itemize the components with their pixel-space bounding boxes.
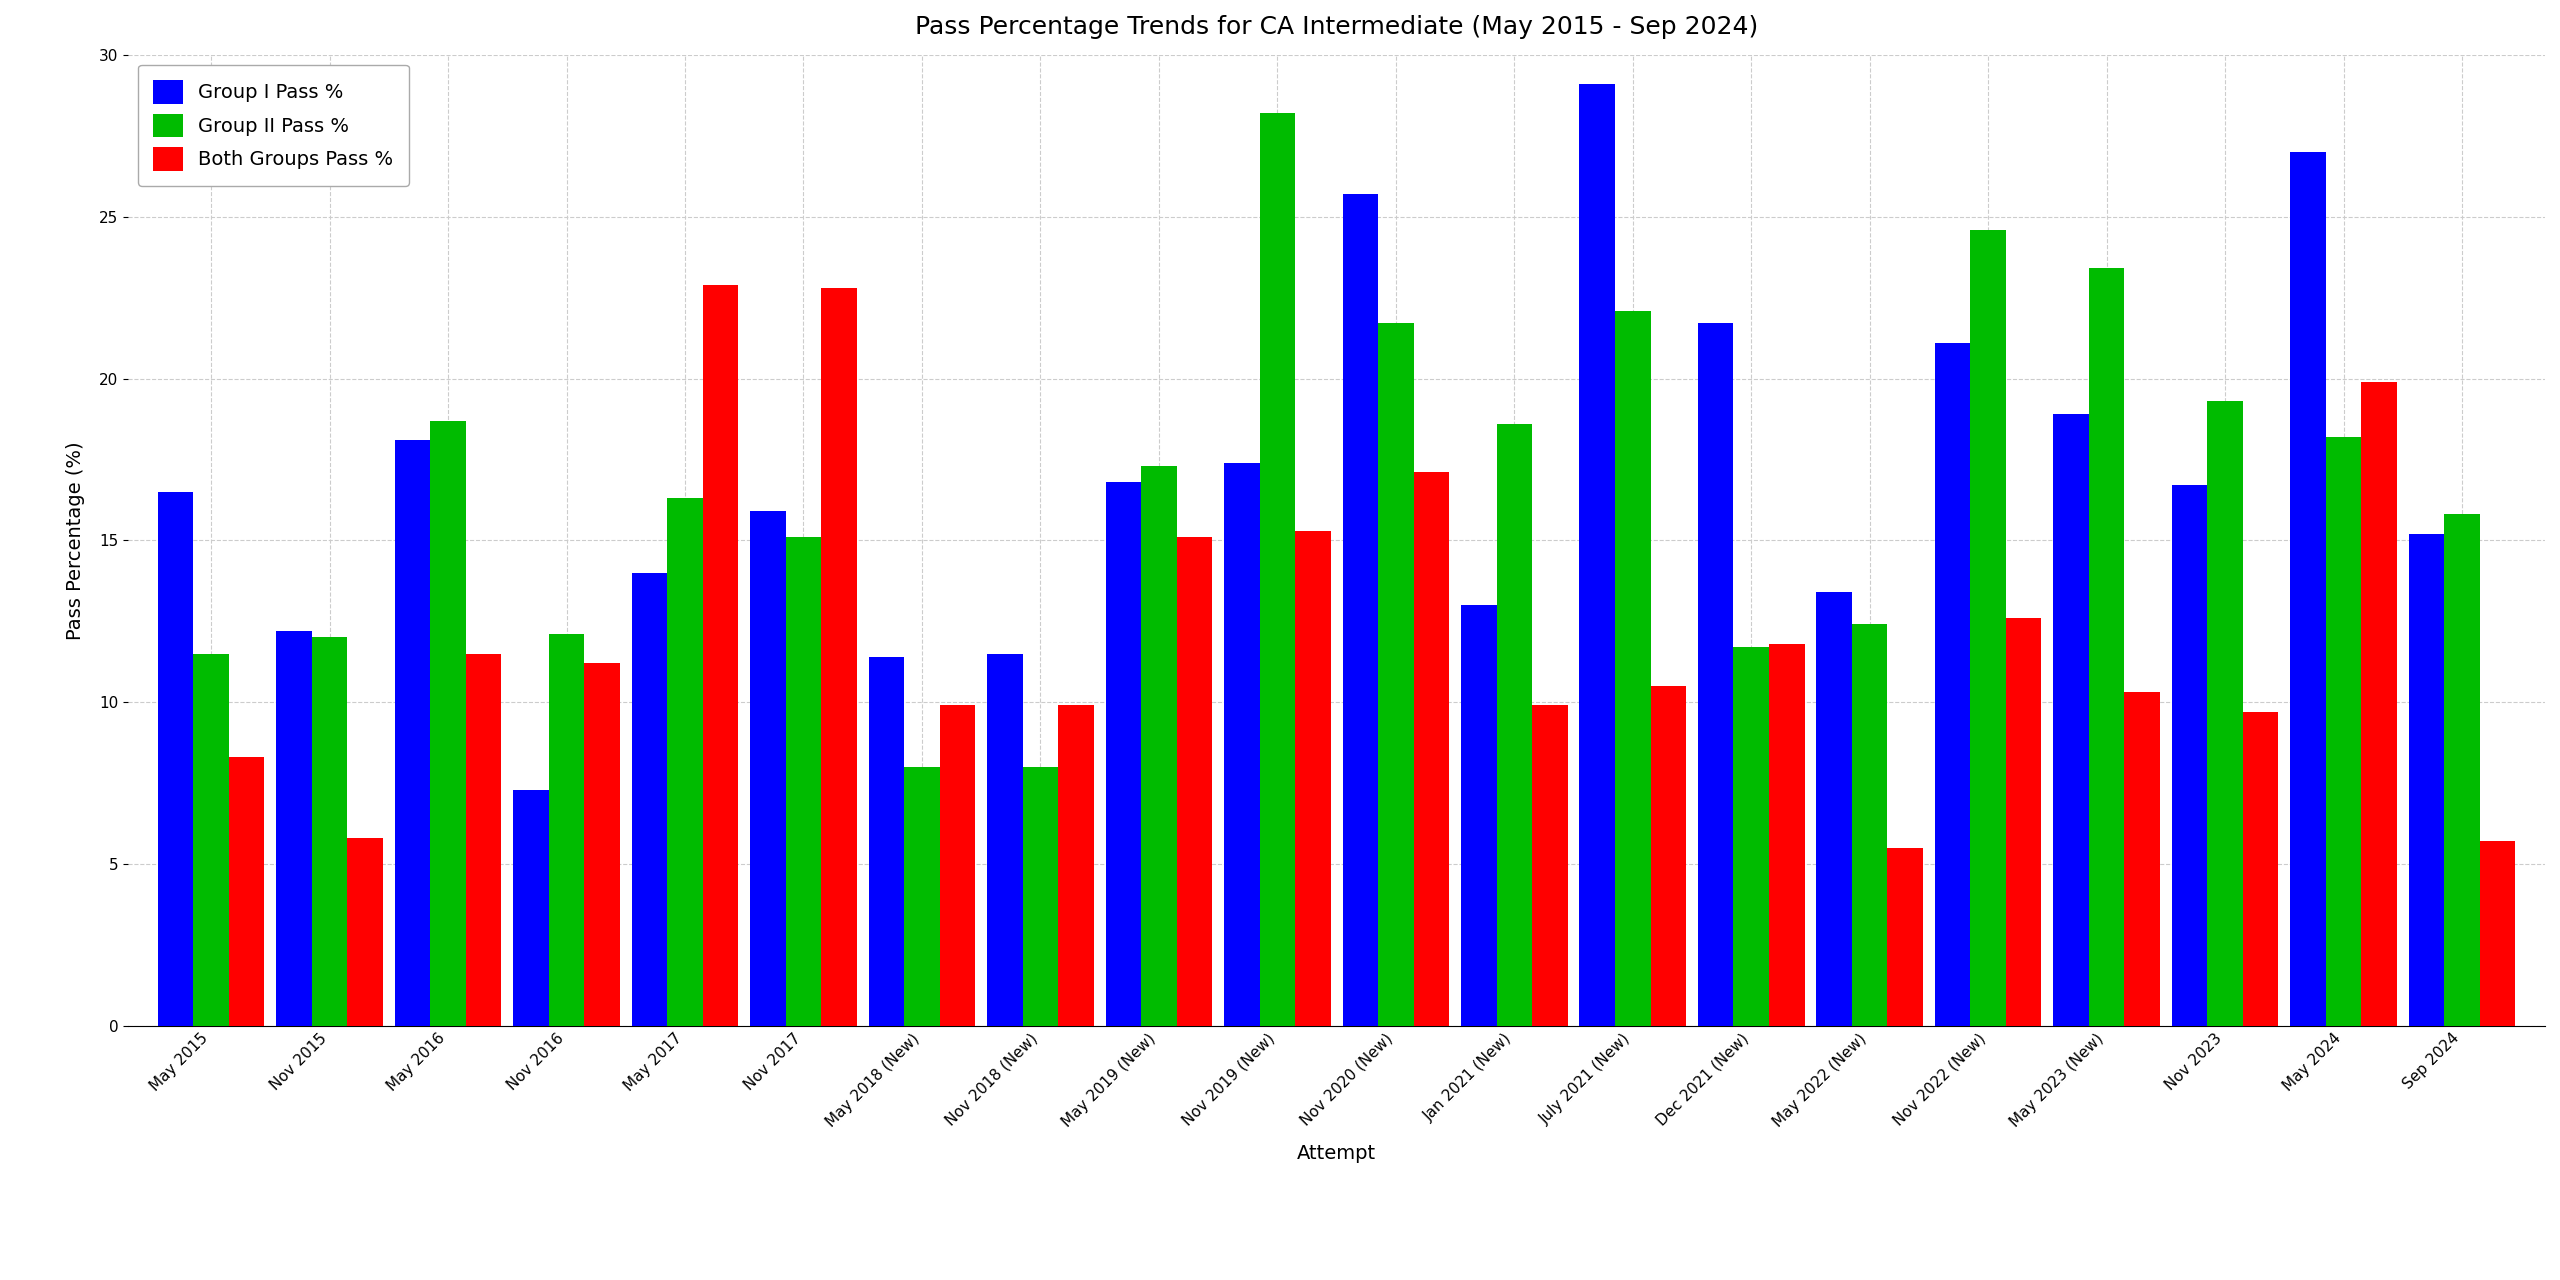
Title: Pass Percentage Trends for CA Intermediate (May 2015 - Sep 2024): Pass Percentage Trends for CA Intermedia… (914, 15, 1759, 38)
Bar (430, 421, 466, 1025)
Bar (1580, 84, 1615, 1025)
Bar (2125, 692, 2161, 1025)
Bar (1057, 705, 1093, 1025)
Bar (1818, 593, 1851, 1025)
Bar (868, 657, 904, 1025)
Bar (1851, 625, 1887, 1025)
Bar (1106, 483, 1142, 1025)
Bar (159, 492, 195, 1025)
Bar (2089, 269, 2125, 1025)
Bar (312, 637, 348, 1025)
Bar (2445, 515, 2481, 1025)
Bar (512, 790, 548, 1025)
Bar (1178, 538, 1213, 1025)
Bar (1769, 644, 1805, 1025)
Bar (2053, 415, 2089, 1025)
Bar (466, 654, 502, 1025)
Bar (276, 631, 312, 1025)
X-axis label: Attempt: Attempt (1298, 1143, 1377, 1162)
Bar (1935, 343, 1971, 1025)
Legend: Group I Pass %, Group II Pass %, Both Groups Pass %: Group I Pass %, Group II Pass %, Both Gr… (138, 64, 410, 187)
Bar (1531, 705, 1567, 1025)
Bar (988, 654, 1021, 1025)
Bar (1462, 605, 1498, 1025)
Bar (1971, 229, 2007, 1025)
Bar (704, 284, 737, 1025)
Bar (1224, 462, 1260, 1025)
Bar (786, 538, 822, 1025)
Bar (228, 758, 264, 1025)
Bar (348, 838, 384, 1025)
Bar (548, 634, 584, 1025)
Bar (2481, 841, 2516, 1025)
Bar (940, 705, 975, 1025)
Y-axis label: Pass Percentage (%): Pass Percentage (%) (67, 442, 84, 640)
Bar (1615, 311, 1651, 1025)
Bar (1295, 531, 1331, 1025)
Bar (195, 654, 228, 1025)
Bar (1341, 195, 1377, 1025)
Bar (2327, 436, 2360, 1025)
Bar (2171, 485, 2207, 1025)
Bar (750, 511, 786, 1025)
Bar (2409, 534, 2445, 1025)
Bar (1697, 324, 1733, 1025)
Bar (2291, 152, 2327, 1025)
Bar (2007, 618, 2040, 1025)
Bar (584, 663, 620, 1025)
Bar (1413, 472, 1449, 1025)
Bar (2243, 712, 2278, 1025)
Bar (1651, 686, 1687, 1025)
Bar (822, 288, 858, 1025)
Bar (2207, 401, 2243, 1025)
Bar (1021, 767, 1057, 1025)
Bar (1887, 847, 1923, 1025)
Bar (632, 572, 668, 1025)
Bar (904, 767, 940, 1025)
Bar (1377, 324, 1413, 1025)
Bar (1260, 113, 1295, 1025)
Bar (668, 498, 704, 1025)
Bar (1498, 424, 1531, 1025)
Bar (394, 440, 430, 1025)
Bar (2360, 381, 2396, 1025)
Bar (1733, 648, 1769, 1025)
Bar (1142, 466, 1178, 1025)
